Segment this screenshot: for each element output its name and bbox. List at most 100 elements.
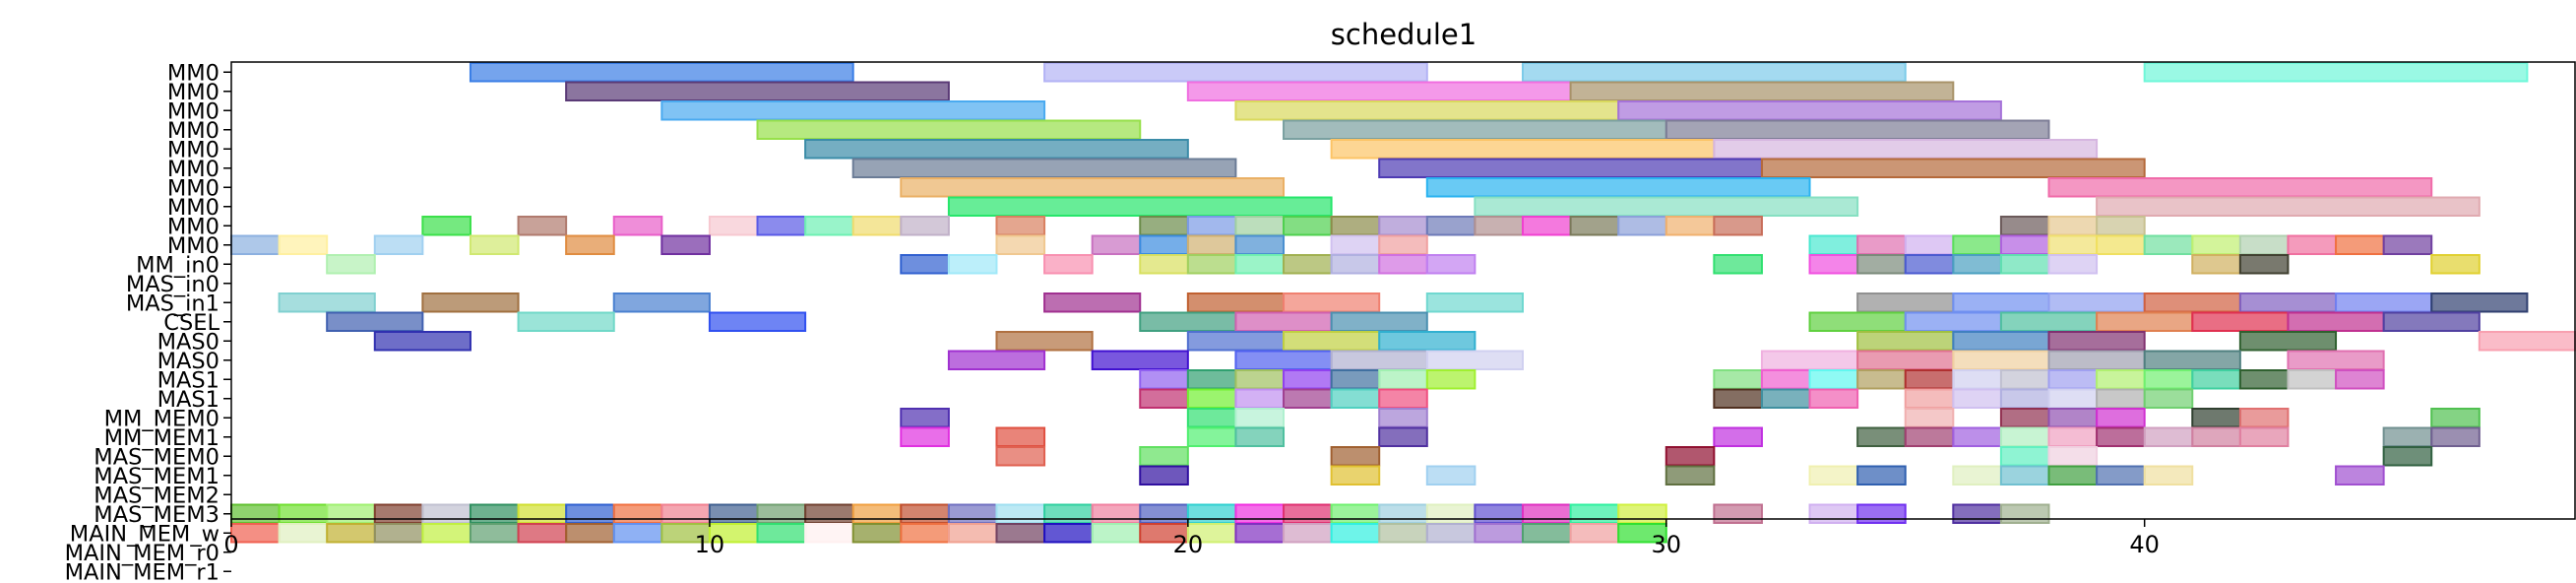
task-bar-182 <box>1186 408 1237 428</box>
task-bar-103 <box>1425 292 1524 313</box>
task-bar-22 <box>947 196 1333 217</box>
task-bar-62 <box>1378 234 1428 255</box>
task-bar-6 <box>1569 81 1955 101</box>
task-bar-166 <box>1139 388 1189 409</box>
task-bar-66 <box>1952 234 2002 255</box>
task-bar-27 <box>612 216 663 236</box>
task-bar-131 <box>2047 331 2146 352</box>
task-bar-142 <box>2047 350 2146 370</box>
task-bar-115 <box>1234 311 1333 332</box>
task-bar-265 <box>326 523 376 544</box>
task-bar-190 <box>2238 408 2290 428</box>
task-bar-81 <box>1186 254 1237 275</box>
task-bar-224 <box>2047 465 2099 486</box>
task-bar-151 <box>1425 369 1476 390</box>
task-bar-92 <box>1999 254 2050 275</box>
task-bar-213 <box>1999 446 2050 467</box>
chart-title: schedule1 <box>1331 18 1476 51</box>
task-bar-183 <box>1234 408 1286 428</box>
task-bar-204 <box>2143 426 2194 447</box>
task-bar-94 <box>2191 254 2241 275</box>
task-bar-113 <box>708 311 807 332</box>
y-tick-label-5: MM0 <box>167 157 220 182</box>
task-bar-240 <box>804 503 854 524</box>
task-bar-42 <box>1521 216 1572 236</box>
task-bar-228 <box>230 503 281 524</box>
task-bar-14 <box>1330 139 1716 160</box>
task-bar-176 <box>1952 388 2002 409</box>
task-bar-0 <box>469 62 854 83</box>
y-tick-label-7: MM0 <box>167 195 220 221</box>
y-tick-label-0: MM0 <box>167 60 220 86</box>
task-bar-80 <box>1139 254 1189 275</box>
task-bar-44 <box>1617 216 1667 236</box>
task-bar-137 <box>1330 350 1428 370</box>
task-bar-275 <box>804 523 854 544</box>
task-bar-79 <box>1043 254 1094 275</box>
task-bar-246 <box>1091 503 1142 524</box>
task-bar-111 <box>326 311 424 332</box>
task-bar-220 <box>1808 465 1859 486</box>
task-bar-85 <box>1378 254 1428 275</box>
task-bar-86 <box>1425 254 1476 275</box>
task-bar-136 <box>1234 350 1333 370</box>
y-tick-label-6: MM0 <box>167 175 220 201</box>
task-bar-140 <box>1856 350 1955 370</box>
task-bar-148 <box>1283 369 1333 390</box>
task-bar-160 <box>2096 369 2146 390</box>
task-bar-117 <box>1808 311 1907 332</box>
task-bar-195 <box>1234 426 1286 447</box>
task-bar-63 <box>1808 234 1859 255</box>
task-bar-146 <box>1186 369 1237 390</box>
task-bar-274 <box>756 523 807 544</box>
task-bar-102 <box>1283 292 1381 313</box>
plot-frame <box>230 61 2576 520</box>
task-bar-60 <box>1234 234 1286 255</box>
task-bar-163 <box>2238 369 2290 390</box>
task-bar-18 <box>1760 158 2146 178</box>
task-bar-118 <box>1904 311 2002 332</box>
task-bar-54 <box>565 234 615 255</box>
task-bar-214 <box>2047 446 2099 467</box>
task-bar-123 <box>2382 311 2481 332</box>
task-bar-206 <box>2238 426 2290 447</box>
task-bar-279 <box>995 523 1046 544</box>
task-bar-233 <box>469 503 520 524</box>
y-tick-label-13: CSEL <box>163 310 220 336</box>
task-bar-177 <box>1999 388 2050 409</box>
task-bar-281 <box>1091 523 1142 544</box>
task-bar-197 <box>1713 426 1763 447</box>
y-tick-label-16: MAS1 <box>157 367 220 393</box>
y-tick-label-3: MM0 <box>167 118 220 144</box>
task-bar-278 <box>947 523 998 544</box>
task-bar-147 <box>1234 369 1286 390</box>
task-bar-8 <box>1234 100 1620 121</box>
task-bar-209 <box>995 446 1046 467</box>
task-bar-61 <box>1330 234 1381 255</box>
task-bar-186 <box>1999 408 2050 428</box>
task-bar-210 <box>1139 446 1189 467</box>
task-bar-99 <box>612 292 711 313</box>
task-bar-67 <box>1999 234 2050 255</box>
task-bar-290 <box>1521 523 1572 544</box>
task-bar-43 <box>1569 216 1620 236</box>
y-tick-label-12: MAS_in1 <box>126 291 220 316</box>
task-bar-149 <box>1330 369 1381 390</box>
task-bar-45 <box>1665 216 1716 236</box>
task-bar-144 <box>2287 350 2385 370</box>
task-bar-187 <box>2047 408 2099 428</box>
task-bar-203 <box>2096 426 2146 447</box>
y-tick-label-22: MAS_MEM2 <box>94 483 220 508</box>
task-bar-28 <box>708 216 759 236</box>
task-bar-194 <box>1186 426 1237 447</box>
task-bar-1 <box>1043 62 1428 83</box>
task-bar-208 <box>2430 426 2481 447</box>
y-tick-label-11: MAS_in0 <box>126 272 220 297</box>
task-bar-15 <box>1713 139 2099 160</box>
task-bar-188 <box>2096 408 2146 428</box>
task-bar-59 <box>1186 234 1237 255</box>
task-bar-218 <box>1425 465 1476 486</box>
y-tick-label-26: MAIN_MEM_r1 <box>65 559 220 583</box>
task-bar-226 <box>2143 465 2194 486</box>
